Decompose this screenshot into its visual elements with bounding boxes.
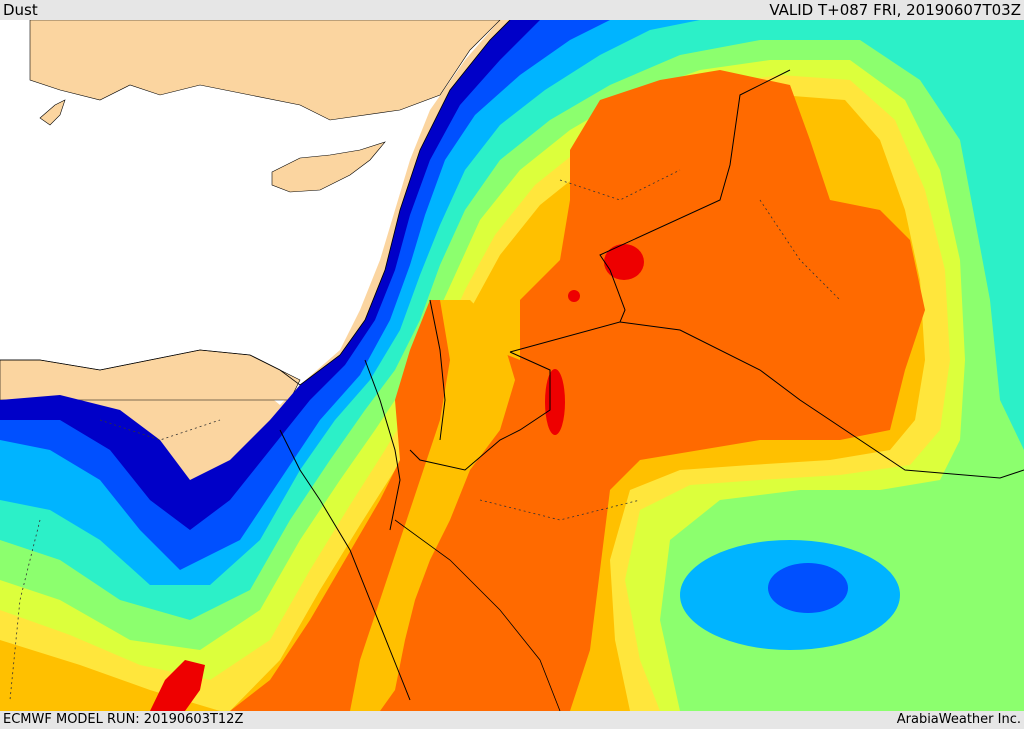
cyprus-land (271, 141, 386, 193)
footer-bar: ECMWF MODEL RUN: 20190603T12Z ArabiaWeat… (0, 711, 1024, 729)
crete-land (39, 99, 66, 126)
dust-low-patch-blue (768, 563, 848, 613)
border (509, 69, 791, 353)
border (364, 359, 401, 531)
map-title: Dust (3, 1, 38, 19)
dust-map (0, 20, 1024, 711)
border (409, 351, 551, 471)
border (429, 299, 446, 441)
model-run: ECMWF MODEL RUN: 20190603T12Z (3, 712, 244, 727)
dust-hotspot (604, 244, 644, 280)
turkey-land (29, 20, 501, 121)
border (619, 321, 1024, 479)
coastline (394, 519, 561, 711)
dust-hotspot (150, 660, 205, 711)
dust-hotspot (545, 369, 565, 435)
credit: ArabiaWeather Inc. (896, 712, 1021, 727)
dust-yellow-intrusion (350, 300, 515, 711)
header-bar: Dust VALID T+087 FRI, 20190607T03Z (0, 0, 1024, 20)
country-borders (279, 69, 1024, 701)
coastlines (0, 20, 561, 711)
border (279, 429, 411, 701)
valid-time: VALID T+087 FRI, 20190607T03Z (769, 1, 1021, 19)
dust-hotspot (568, 290, 580, 302)
coastline (0, 20, 511, 386)
mediterranean-sea (0, 20, 500, 405)
province-border (99, 419, 221, 441)
province-border (559, 169, 681, 201)
province-borders (9, 169, 841, 701)
